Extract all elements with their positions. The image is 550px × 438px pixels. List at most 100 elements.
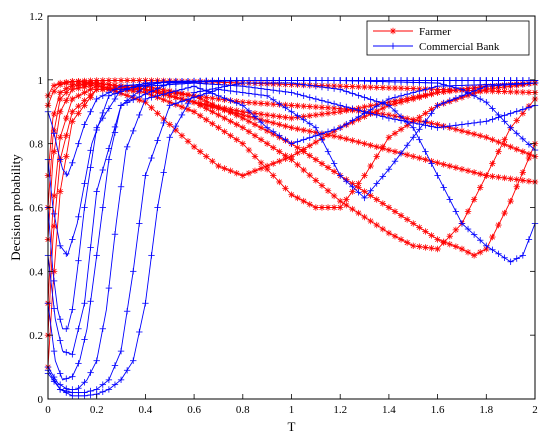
plus-marker: [330, 85, 338, 92]
plus-marker: [56, 316, 64, 323]
plus-marker: [276, 87, 283, 95]
asterisk-marker: [385, 204, 393, 211]
asterisk-marker: [306, 142, 313, 149]
asterisk-marker: [361, 213, 368, 221]
asterisk-marker: [251, 99, 259, 107]
plus-marker: [337, 172, 344, 179]
plus-marker: [81, 379, 88, 386]
plus-marker: [422, 148, 429, 155]
plus-marker: [123, 86, 131, 93]
plus-marker: [306, 120, 313, 127]
asterisk-marker: [227, 118, 234, 125]
plus-marker: [458, 220, 466, 227]
plus-marker: [318, 136, 326, 143]
asterisk-marker: [93, 86, 100, 93]
asterisk-marker: [519, 169, 527, 176]
plus-marker: [105, 156, 113, 163]
asterisk-marker: [93, 79, 100, 87]
asterisk-marker: [416, 154, 423, 162]
plus-marker: [215, 92, 222, 99]
plus-marker: [349, 77, 356, 84]
asterisk-marker: [190, 108, 198, 115]
asterisk-marker: [434, 159, 441, 167]
asterisk-marker: [288, 156, 295, 163]
asterisk-marker: [239, 111, 246, 119]
asterisk-marker: [446, 162, 453, 170]
plus-marker: [154, 85, 161, 92]
plus-marker: [458, 92, 466, 99]
asterisk-marker: [361, 188, 368, 195]
plus-marker: [410, 77, 417, 84]
plus-marker: [81, 392, 88, 400]
plus-marker: [355, 77, 362, 84]
asterisk-marker: [300, 102, 307, 110]
plus-marker: [227, 97, 234, 104]
plus-marker: [385, 114, 393, 122]
plus-marker: [489, 246, 496, 253]
plus-marker: [136, 81, 143, 89]
asterisk-marker: [470, 196, 478, 203]
plus-marker: [507, 77, 514, 84]
plus-marker: [458, 121, 466, 128]
asterisk-marker: [215, 124, 222, 131]
asterisk-marker: [63, 79, 70, 86]
plus-marker: [452, 208, 460, 215]
plus-marker: [318, 83, 326, 91]
plus-marker: [385, 95, 393, 103]
plus-marker: [184, 100, 192, 107]
plus-marker: [105, 284, 113, 292]
x-tick-label: 0.4: [139, 404, 153, 416]
plus-marker: [483, 77, 490, 84]
plus-marker: [477, 77, 484, 84]
asterisk-marker: [391, 233, 399, 240]
asterisk-marker: [525, 89, 533, 96]
plus-marker: [337, 124, 344, 131]
asterisk-marker: [428, 90, 435, 98]
asterisk-marker: [355, 83, 362, 91]
plus-marker: [464, 225, 472, 233]
asterisk-marker: [464, 208, 472, 215]
plus-marker: [81, 121, 88, 128]
plus-marker: [519, 77, 527, 84]
asterisk-marker: [50, 82, 58, 89]
plus-marker: [233, 88, 240, 96]
plus-marker: [452, 122, 460, 129]
asterisk-marker: [312, 111, 320, 119]
asterisk-marker: [337, 134, 344, 141]
asterisk-marker: [221, 106, 228, 114]
asterisk-marker: [105, 85, 113, 92]
y-axis-label: Decision probability: [8, 154, 23, 261]
asterisk-marker: [373, 153, 380, 160]
plus-marker: [50, 130, 58, 137]
asterisk-marker: [343, 201, 350, 209]
asterisk-marker: [282, 122, 289, 130]
asterisk-marker: [513, 176, 520, 183]
asterisk-marker: [489, 136, 496, 143]
plus-marker: [227, 77, 234, 84]
legend-label-commercial-bank: Commercial Bank: [419, 41, 500, 53]
asterisk-marker: [507, 197, 514, 205]
plus-marker: [464, 77, 472, 84]
plus-marker: [373, 98, 380, 105]
asterisk-marker: [300, 126, 307, 134]
plus-marker: [142, 79, 149, 87]
asterisk-marker: [324, 110, 332, 117]
asterisk-marker: [495, 221, 502, 229]
plus-marker: [318, 77, 326, 84]
y-axis: 0 0.2 0.4 0.6 0.8 1 1.2: [29, 11, 535, 406]
plus-marker: [525, 141, 533, 148]
asterisk-marker: [75, 92, 82, 99]
asterisk-marker: [513, 146, 520, 153]
plus-marker: [410, 89, 417, 96]
plus-marker: [416, 87, 423, 95]
asterisk-marker: [403, 97, 411, 104]
asterisk-marker: [306, 152, 313, 159]
asterisk-marker: [312, 138, 320, 146]
plus-marker: [63, 250, 70, 257]
plus-marker: [123, 99, 131, 106]
plus-marker: [75, 140, 82, 147]
plus-marker: [87, 164, 94, 171]
asterisk-marker: [330, 204, 338, 211]
plus-marker: [367, 96, 374, 103]
